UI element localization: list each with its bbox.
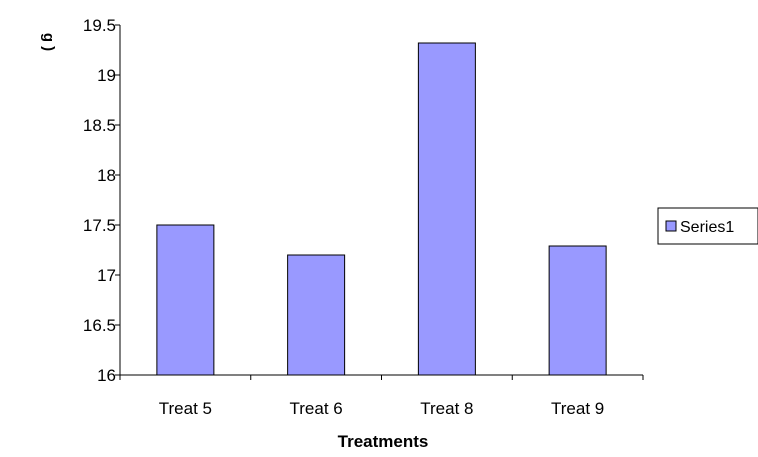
legend-label: Series1 (680, 219, 734, 236)
y-tick-label: 19.5 (83, 16, 116, 35)
y-tick-label: 16 (97, 366, 116, 385)
x-tick-label: Treat 8 (420, 399, 473, 418)
x-tick-label: Treat 9 (551, 399, 604, 418)
y-axis-title: g ) (40, 33, 57, 51)
bar-treat-8 (417, 42, 476, 376)
y-tick-label: 18.5 (83, 116, 116, 135)
bar-treat-6 (287, 254, 346, 376)
bars (156, 42, 607, 376)
y-axis-title-group: g ) (40, 33, 57, 51)
y-axis-ticks: 16 16.5 17 17.5 18 18.5 19 19.5 (83, 16, 120, 385)
x-tick-label: Treat 6 (290, 399, 343, 418)
x-axis-ticks: Treat 5 Treat 6 Treat 8 Treat 9 (119, 375, 644, 418)
legend: Series1 (657, 207, 758, 245)
x-tick-label: Treat 5 (159, 399, 212, 418)
x-axis-title: Treatments (338, 432, 429, 451)
bar-treat-5 (156, 224, 215, 376)
y-tick-label: 17 (97, 266, 116, 285)
legend-swatch (665, 220, 677, 232)
y-tick-label: 19 (97, 66, 116, 85)
y-tick-label: 18 (97, 166, 116, 185)
bar-treat-9 (548, 245, 607, 376)
y-tick-label: 16.5 (83, 316, 116, 335)
y-tick-label: 17.5 (83, 216, 116, 235)
